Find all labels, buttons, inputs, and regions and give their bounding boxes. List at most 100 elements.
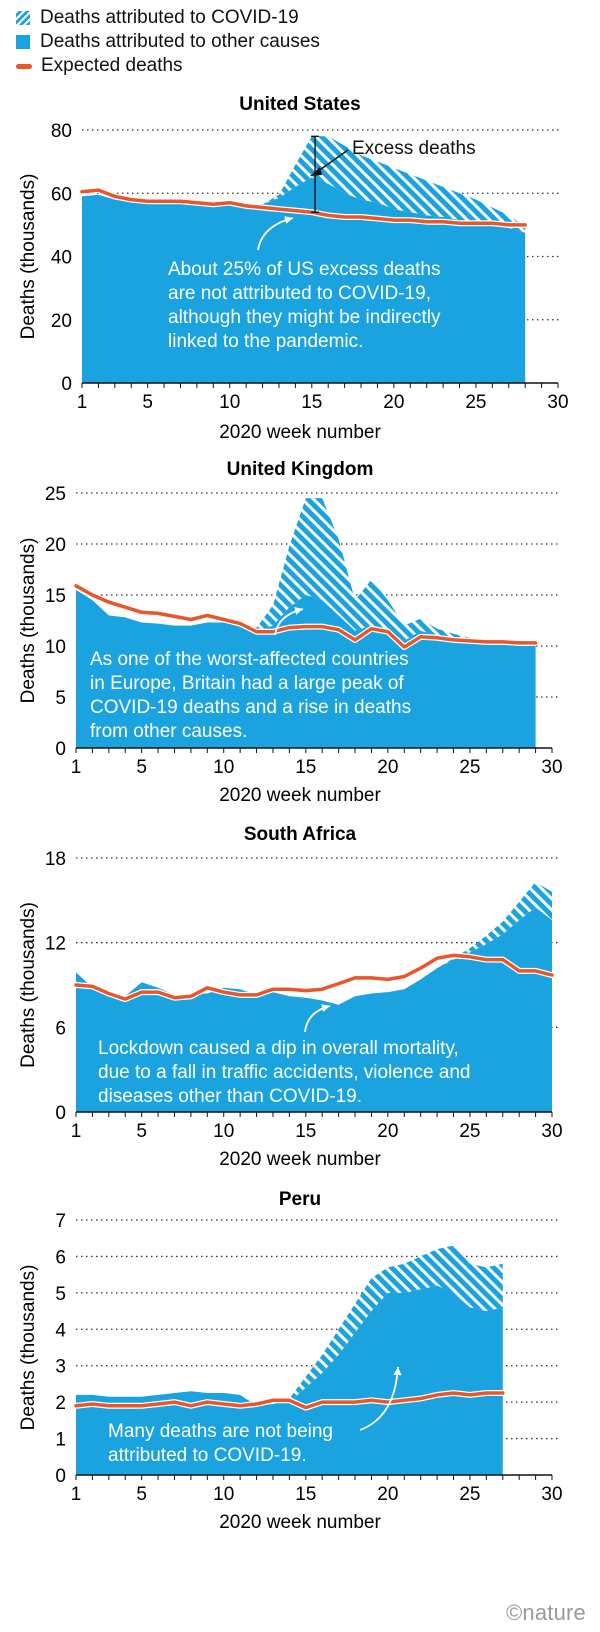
x-tick-label: 20 [377,1484,398,1505]
expected-deaths-line [74,584,538,649]
x-axis-label: 2020 week number [219,1149,381,1170]
chart-title: South Africa [244,824,357,845]
other-causes-area [76,907,552,1112]
callout-arrowhead [294,607,303,615]
other-causes-area [76,589,536,748]
x-axis-label: 2020 week number [219,1512,381,1533]
y-tick-label: 6 [55,1018,66,1039]
x-tick-label: 5 [136,757,147,778]
y-tick-label: 40 [51,248,72,269]
callout-arrow [359,1366,399,1431]
publisher-credit: ©nature [506,1600,586,1625]
callout-text: due to a fall in traffic accidents, viol… [98,1062,471,1083]
x-tick-label: 5 [136,1484,147,1505]
y-tick-label: 5 [55,688,66,709]
callout-text: About 25% of US excess deaths [168,259,441,280]
callout-text: diseases other than COVID-19. [98,1086,362,1107]
other-causes-area [82,177,526,383]
legend-label: Deaths attributed to other causes [40,31,320,52]
x-tick-label: 10 [213,1121,234,1142]
legend-label: Expected deaths [41,55,183,76]
y-axis-label: Deaths (thousands) [18,902,39,1068]
y-axis-label: Deaths (thousands) [18,174,39,340]
legend-label: Deaths attributed to COVID-19 [40,7,299,28]
x-tick-label: 25 [459,1121,480,1142]
y-tick-label: 12 [45,934,66,955]
y-tick-label: 25 [45,484,66,505]
chart-title: Peru [279,1189,321,1210]
covid-deaths-area [82,136,526,233]
y-tick-label: 20 [45,535,66,556]
y-axis-label: Deaths (thousands) [18,1265,39,1431]
x-tick-label: 25 [465,392,486,413]
callout-text: Lockdown caused a dip in overall mortali… [98,1038,459,1059]
other-causes-area [76,1285,503,1475]
y-tick-label: 0 [55,1103,66,1124]
y-tick-label: 18 [45,849,66,870]
y-tick-label: 3 [55,1357,66,1378]
x-tick-label: 20 [377,1121,398,1142]
x-tick-label: 1 [71,757,82,778]
x-tick-label: 5 [136,1121,147,1142]
callout-text: although they might be indirectly [168,307,441,328]
y-tick-label: 5 [55,1284,66,1305]
y-tick-label: 80 [51,121,72,142]
callout-text: linked to the pandemic. [168,331,363,352]
legend-item-covid: Deaths attributed to COVID-19 [16,6,320,30]
x-axis-label: 2020 week number [219,785,381,806]
x-tick-label: 1 [71,1121,82,1142]
y-tick-label: 10 [45,637,66,658]
callout-arrowhead [321,1004,330,1012]
x-tick-label: 15 [295,1121,316,1142]
callout-arrowhead [284,216,293,224]
y-tick-label: 60 [51,184,72,205]
expected-deaths-line [74,1391,505,1410]
callout-text: COVID-19 deaths and a rise in deaths [90,697,411,718]
legend-item-other-causes: Deaths attributed to other causes [16,30,320,54]
x-tick-label: 25 [459,757,480,778]
x-tick-label: 15 [295,1484,316,1505]
x-tick-label: 5 [142,392,153,413]
x-tick-label: 10 [219,392,240,413]
callout-text: attributed to COVID-19. [108,1445,307,1466]
chart-title: United States [239,94,360,115]
x-tick-label: 30 [541,757,562,778]
legend: Deaths attributed to COVID-19 Deaths att… [16,6,320,78]
x-tick-label: 25 [459,1484,480,1505]
callout-text: are not attributed to COVID-19, [168,283,431,304]
callout-text: Many deaths are not being [108,1421,333,1442]
expected-deaths-line [80,188,527,227]
covid-deaths-area [76,1245,503,1406]
y-tick-label: 15 [45,586,66,607]
y-tick-label: 2 [55,1393,66,1414]
expected-deaths-line [74,953,554,1001]
x-tick-label: 30 [541,1484,562,1505]
line-swatch-icon [16,63,32,69]
x-tick-label: 30 [547,392,568,413]
x-tick-label: 30 [541,1121,562,1142]
x-tick-label: 1 [71,1484,82,1505]
y-tick-label: 1 [55,1430,66,1451]
y-tick-label: 0 [61,374,72,395]
legend-item-expected: Expected deaths [16,54,320,78]
hatched-swatch-icon [16,11,30,25]
y-tick-label: 20 [51,311,72,332]
covid-deaths-area [76,498,536,646]
x-tick-label: 15 [295,757,316,778]
chart-title: United Kingdom [227,459,374,480]
callout-text: from other causes. [90,721,247,742]
x-tick-label: 10 [213,757,234,778]
x-tick-label: 1 [77,392,88,413]
callout-text: in Europe, Britain had a large peak of [90,673,404,694]
y-tick-label: 0 [55,1466,66,1487]
solid-swatch-icon [16,35,30,49]
y-tick-label: 7 [55,1211,66,1232]
excess-deaths-label: Excess deaths [352,138,476,159]
y-tick-label: 4 [55,1320,66,1341]
y-axis-label: Deaths (thousands) [18,538,39,704]
